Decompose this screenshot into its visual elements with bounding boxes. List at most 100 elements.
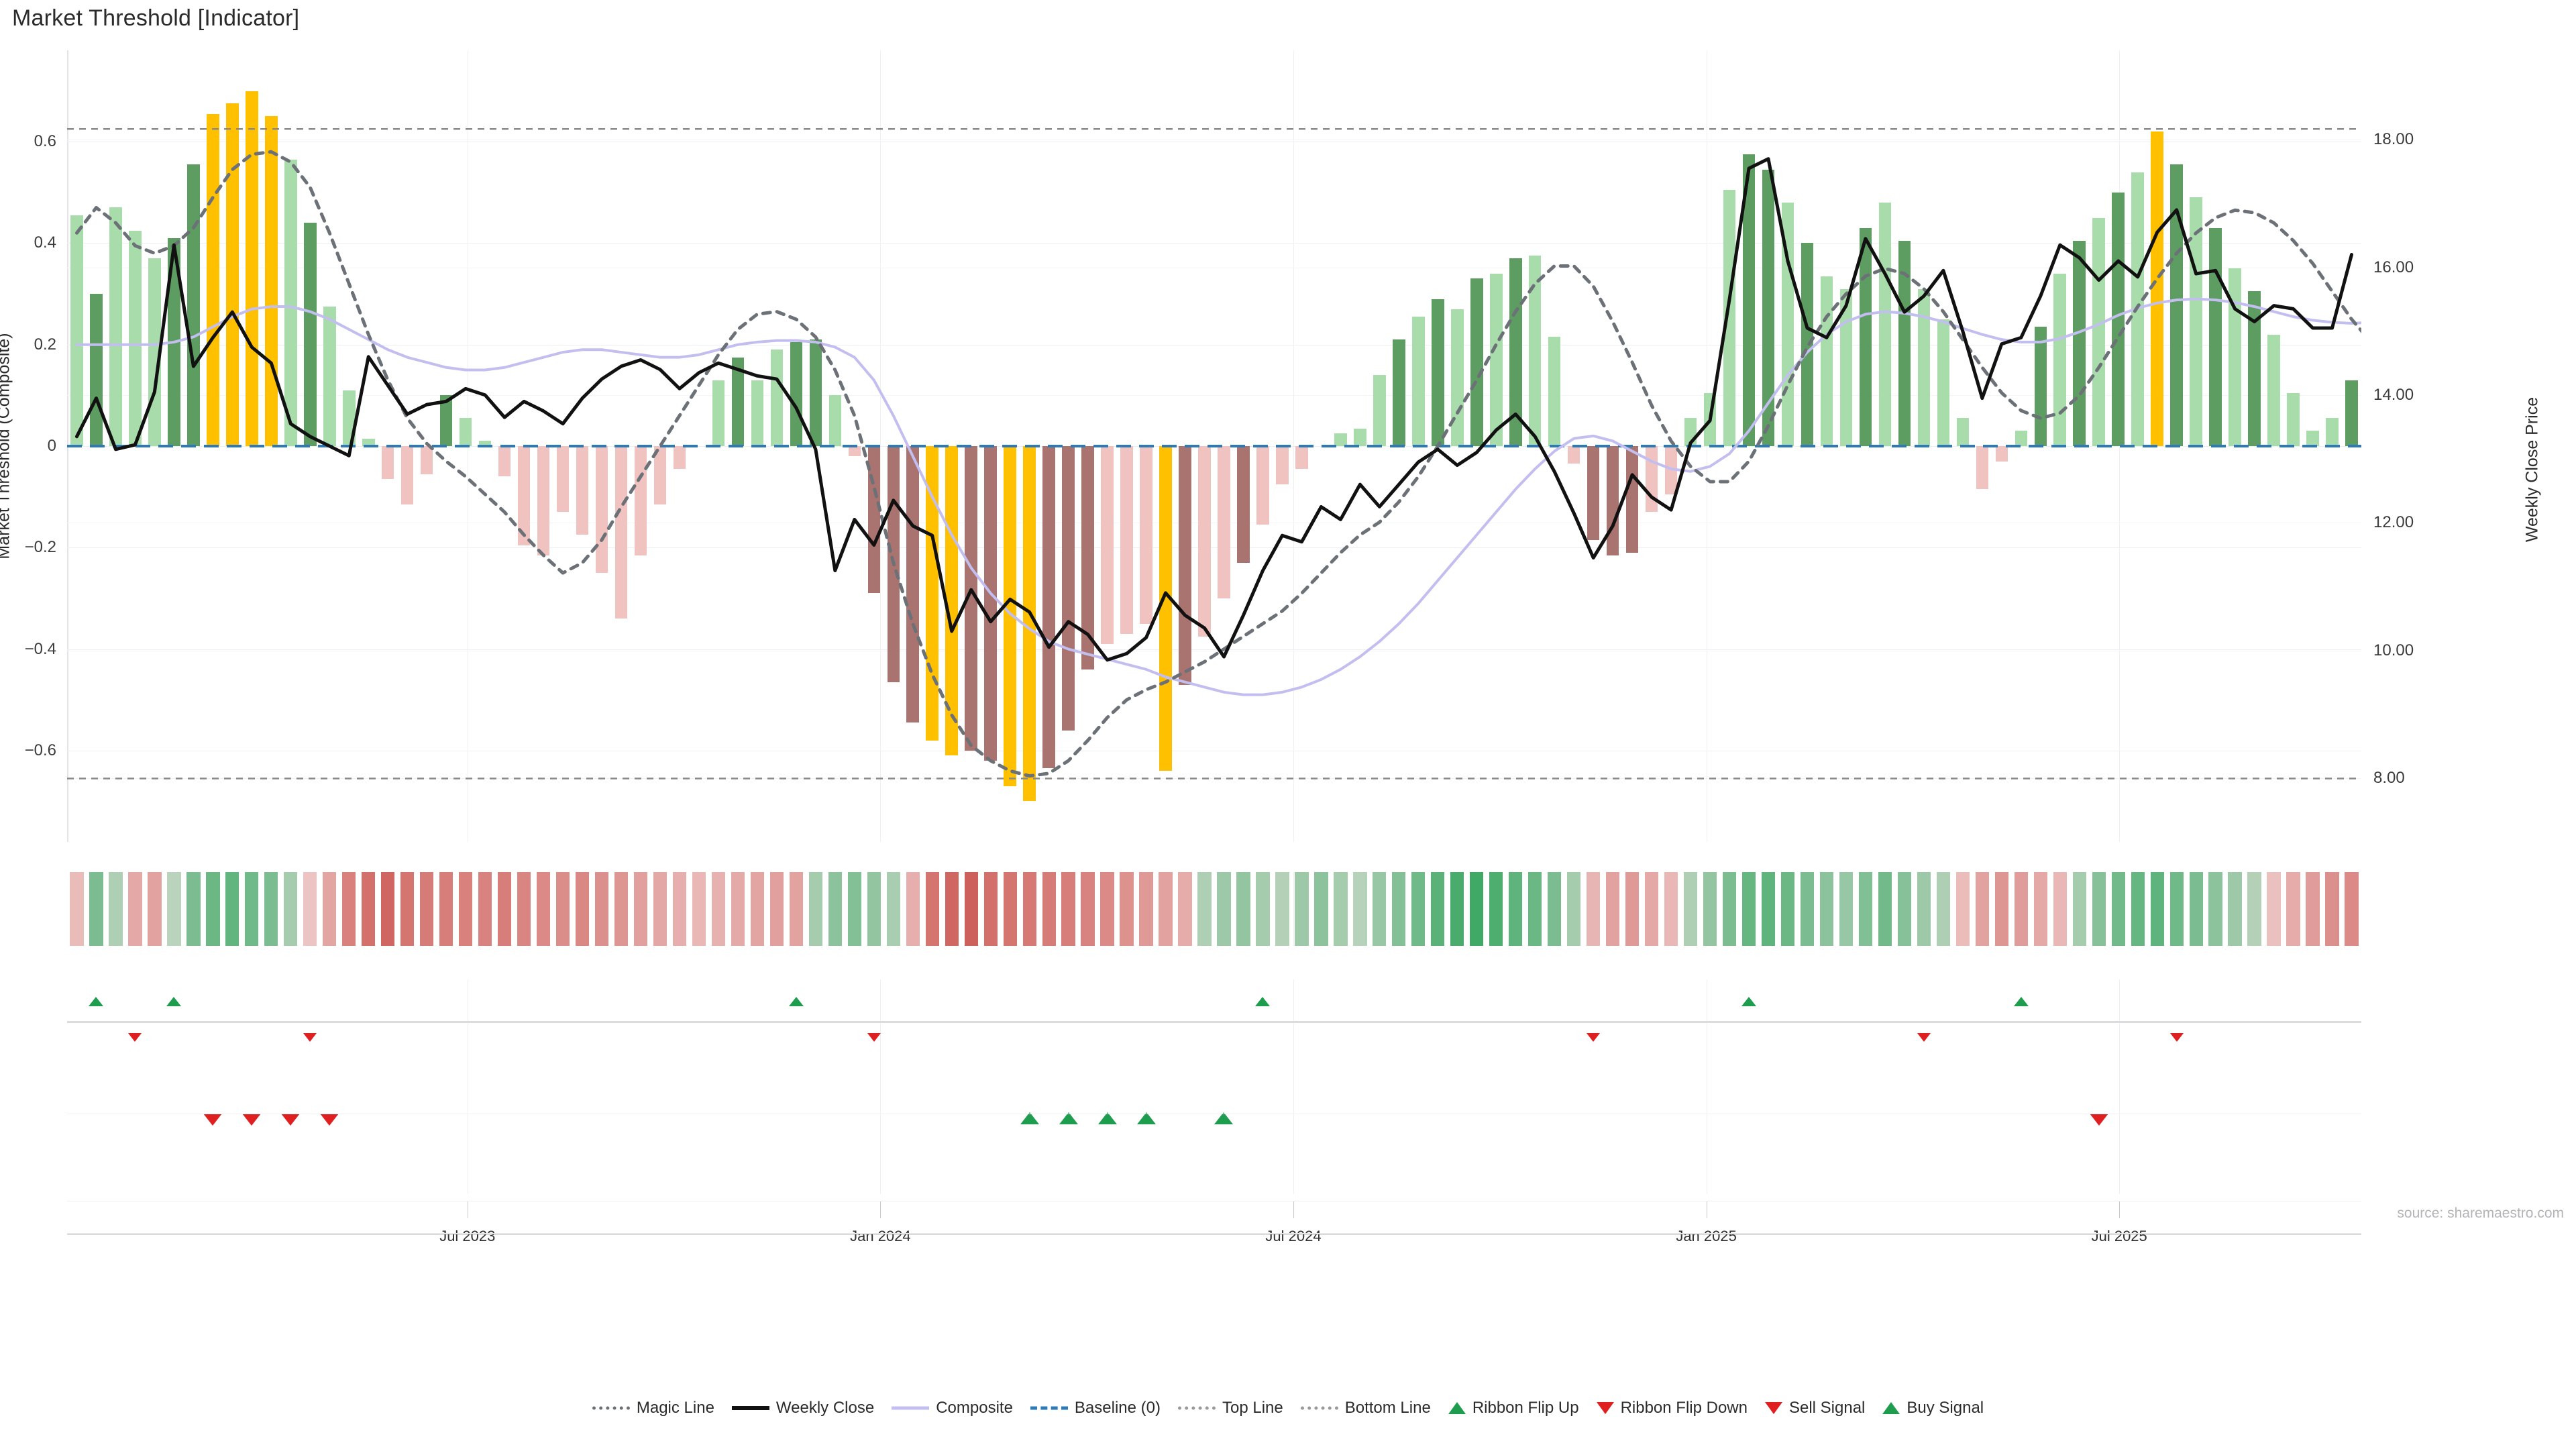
buy-signal-marker — [1059, 1112, 1078, 1124]
ribbon-cell — [1917, 872, 1931, 946]
ribbon-cell — [2325, 872, 2339, 946]
histogram-bar — [187, 164, 200, 446]
ribbon-cell — [2033, 872, 2047, 946]
ribbon-cell — [614, 872, 629, 946]
ribbon-cell — [497, 872, 512, 946]
legend-line-icon — [1300, 1406, 1338, 1410]
legend-swatch-dotted-line — [1177, 1402, 1216, 1414]
histogram-bar — [1004, 446, 1016, 786]
ribbon-cell — [575, 872, 590, 946]
ribbon-cell — [1392, 872, 1406, 946]
legend-item[interactable]: Weekly Close — [731, 1399, 874, 1417]
x-axis-tick-label: Jul 2024 — [1265, 1228, 1322, 1244]
ribbon-cell — [2208, 872, 2222, 946]
ribbon-cell — [1081, 872, 1095, 946]
legend-swatch-solid-line — [731, 1402, 769, 1414]
histogram-bar — [1198, 446, 1211, 637]
source-note: source: sharemaestro.com — [2397, 1205, 2564, 1221]
ribbon-cell — [692, 872, 706, 946]
histogram-bar — [595, 446, 608, 574]
y-axis-tick-left: −0.4 — [24, 639, 56, 658]
ribbon-cell — [945, 872, 959, 946]
histogram-bar — [304, 223, 317, 446]
legend-item[interactable]: Magic Line — [592, 1399, 714, 1417]
ribbon-cell — [1003, 872, 1017, 946]
ribbon-flip-up-marker — [2013, 997, 2029, 1006]
histogram-bar — [498, 446, 511, 477]
histogram-bar — [2345, 380, 2358, 446]
legend-item[interactable]: Bottom Line — [1300, 1399, 1431, 1417]
ribbon-cell — [555, 872, 570, 946]
ribbon-flip-up-marker — [89, 997, 104, 1006]
legend-item[interactable]: Buy Signal — [1882, 1399, 1984, 1417]
ribbon-cell — [2345, 872, 2359, 946]
ribbon-cell — [808, 872, 822, 946]
ribbon-cell — [1819, 872, 1834, 946]
y-axis-tick-left: 0.2 — [34, 335, 56, 354]
legend-item[interactable]: Baseline (0) — [1030, 1399, 1161, 1417]
gridline-vertical — [1293, 50, 1294, 842]
ribbon-cell — [1373, 872, 1387, 946]
x-axis-tick — [1293, 1201, 1294, 1218]
chart-legend: Magic Line Weekly Close Composite Baseline … — [0, 1399, 2576, 1417]
ribbon-cell — [148, 872, 162, 946]
histogram-bar — [1587, 446, 1600, 540]
weekly-close-line — [74, 157, 2354, 662]
histogram-bar — [770, 350, 784, 446]
y-axis-tick-left: 0 — [47, 437, 56, 455]
ribbon-cell — [1625, 872, 1640, 946]
sell-signal-marker — [203, 1114, 223, 1126]
ribbon-cell — [964, 872, 978, 946]
ribbon-cell — [1703, 872, 1717, 946]
legend-item-label: Baseline (0) — [1074, 1399, 1161, 1417]
histogram-bar — [2306, 431, 2319, 446]
histogram-bar — [1179, 446, 1191, 685]
ribbon-cell — [1042, 872, 1056, 946]
legend-item[interactable]: Ribbon Flip Up — [1448, 1399, 1579, 1417]
x-axis-tick-label: Jan 2025 — [1676, 1228, 1737, 1244]
legend-swatch-solid-line — [892, 1402, 930, 1414]
histogram-bar — [556, 446, 570, 513]
histogram-bar — [1062, 446, 1075, 731]
legend-item[interactable]: Ribbon Flip Down — [1596, 1399, 1748, 1417]
histogram-bar — [965, 446, 977, 751]
ribbon-cell — [1295, 872, 1309, 946]
gridline-vertical — [1293, 872, 1294, 946]
legend-item[interactable]: Sell Signal — [1764, 1399, 1865, 1417]
histogram-bar — [2053, 273, 2067, 446]
ribbon-cell — [983, 872, 998, 946]
histogram-bar — [70, 215, 83, 446]
histogram-bar — [790, 341, 803, 446]
histogram-bar — [362, 438, 375, 446]
ribbon-cell — [2131, 872, 2145, 946]
gridline-vertical — [880, 979, 881, 1194]
ribbon-cell — [128, 872, 142, 946]
magic-line — [74, 150, 2361, 778]
histogram-bar — [381, 446, 394, 480]
y-axis-label-left: Market Threshold (Composite) — [0, 333, 13, 559]
histogram-bar — [1432, 299, 1444, 446]
ribbon-cell — [1780, 872, 1795, 946]
histogram-bar — [653, 446, 667, 504]
histogram-bar — [1548, 337, 1561, 446]
ribbon-cell — [264, 872, 278, 946]
legend-item[interactable]: Top Line — [1177, 1399, 1283, 1417]
histogram-bar — [1528, 256, 1542, 446]
ribbon-cell — [1217, 872, 1231, 946]
histogram-bar — [1878, 202, 1892, 446]
ribbon-cell — [2150, 872, 2164, 946]
histogram-bar — [284, 159, 297, 446]
ribbon-cell — [1178, 872, 1192, 946]
x-axis-tick — [2119, 1201, 2121, 1218]
legend-item-label: Ribbon Flip Down — [1620, 1399, 1748, 1417]
legend-item[interactable]: Composite — [892, 1399, 1013, 1417]
legend-line-icon — [731, 1406, 769, 1410]
ribbon-cell — [1159, 872, 1173, 946]
ribbon-cell — [1450, 872, 1464, 946]
x-axis-tick-label: Jul 2023 — [439, 1228, 496, 1244]
histogram-bar — [1489, 273, 1503, 446]
histogram-bar — [1917, 288, 1931, 446]
y-axis-tick-left: −0.6 — [24, 741, 56, 759]
ribbon-cell — [1314, 872, 1328, 946]
legend-triangle-up-icon — [1448, 1402, 1466, 1414]
